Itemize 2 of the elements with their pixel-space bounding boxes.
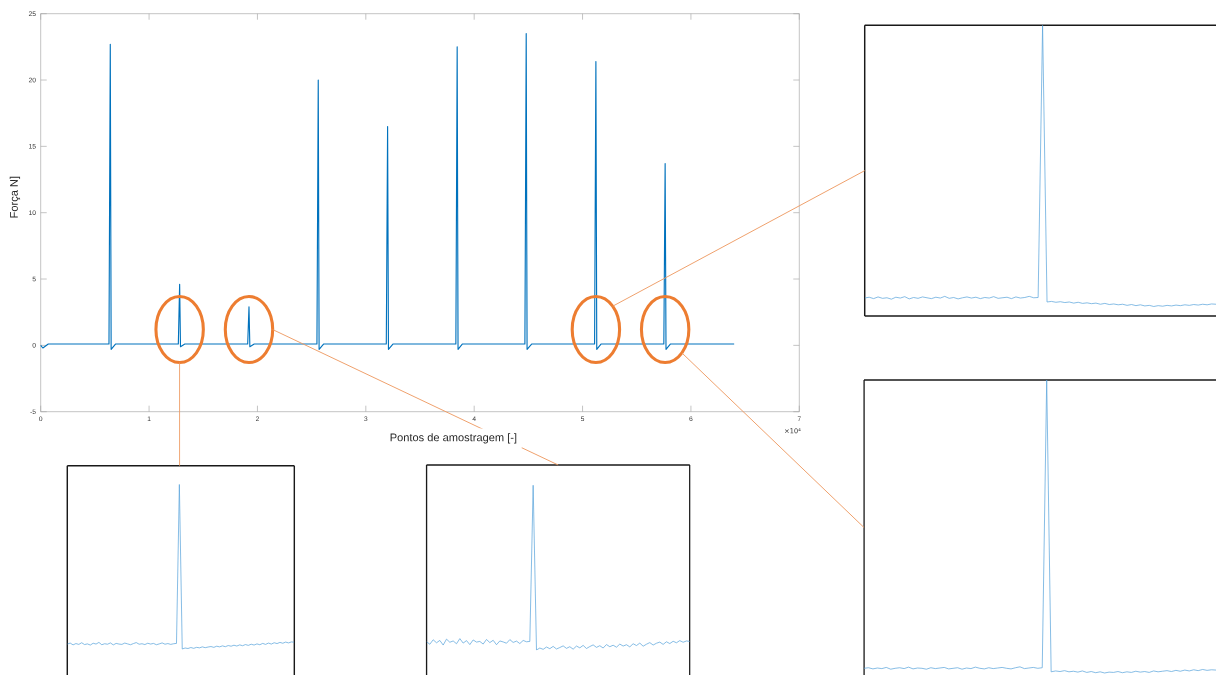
y-axis-title: Força N] — [9, 176, 21, 218]
x-axis-title: Pontos de amostragem [-] — [390, 433, 517, 444]
